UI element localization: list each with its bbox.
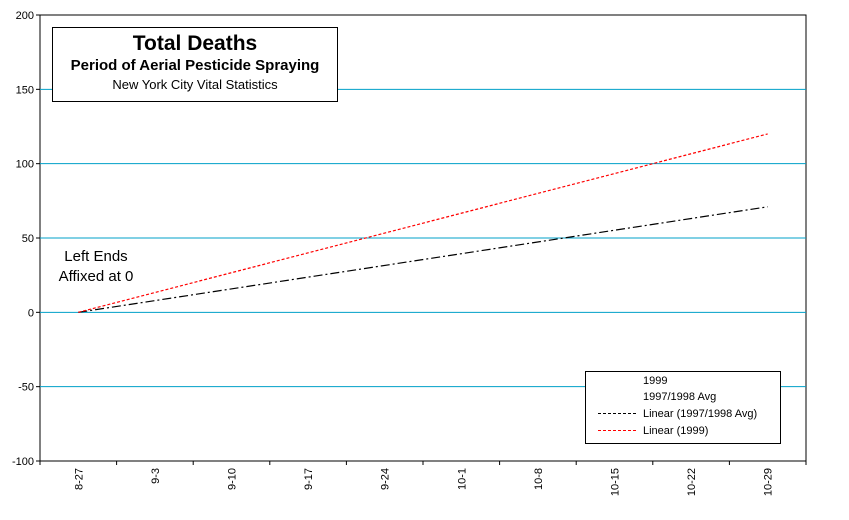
x-tick-label: 10-15 [610,468,622,496]
y-tick-label: -100 [12,456,34,468]
legend-label: 1997/1998 Avg [643,391,717,403]
legend-swatch-dashed [598,430,636,431]
legend-item-1999: 1999 [586,373,780,389]
legend-label: Linear (1999) [643,425,709,437]
x-tick-label: 8-27 [73,468,85,490]
x-tick-label: 10-1 [456,468,468,490]
x-tick-label: 9-3 [150,468,162,484]
legend-label: 1999 [643,375,668,387]
y-axis-ticks: -100 -50 0 50 100 150 200 [12,10,40,468]
y-tick-label: 50 [22,233,34,245]
trendline-series [78,133,768,313]
chart-source-note: New York City Vital Statistics [112,77,278,92]
legend: 1999 1997/1998 Avg Linear (1997/1998 Avg… [585,371,781,444]
x-tick-label: 10-8 [533,468,545,490]
trendline-series [78,206,768,313]
annotation-line-1: Left Ends [64,248,128,265]
x-tick-label: 9-24 [380,468,392,490]
y-tick-label: 100 [16,159,34,171]
x-axis-ticks: 8-27 9-3 9-10 9-17 9-24 10-1 10-8 10-15 10-22 10-… [39,461,807,496]
legend-item-linear-avg: Linear (1997/1998 Avg) [586,406,780,422]
annotation-line-2: Affixed at 0 [58,268,134,285]
x-tick-label: 10-29 [763,468,775,496]
legend-item-avg: 1997/1998 Avg [586,389,780,405]
left-ends-annotation: Left Ends Affixed at 0 [54,247,138,287]
y-tick-label: 200 [16,10,34,22]
chart-subtitle: Period of Aerial Pesticide Spraying [70,57,320,74]
y-tick-label: 150 [16,84,34,96]
legend-swatch-dash-dot [598,413,636,414]
x-tick-label: 9-17 [303,468,315,490]
x-tick-label: 9-10 [227,468,239,490]
x-tick-label: 10-22 [686,468,698,496]
chart-title: Total Deaths [132,32,258,55]
y-tick-label: -50 [18,382,34,394]
series-lines [78,133,768,313]
legend-item-linear-1999: Linear (1999) [586,423,780,439]
chart-title-box: Total Deaths Period of Aerial Pesticide … [52,27,338,102]
y-tick-label: 0 [28,307,34,319]
legend-label: Linear (1997/1998 Avg) [643,408,758,420]
